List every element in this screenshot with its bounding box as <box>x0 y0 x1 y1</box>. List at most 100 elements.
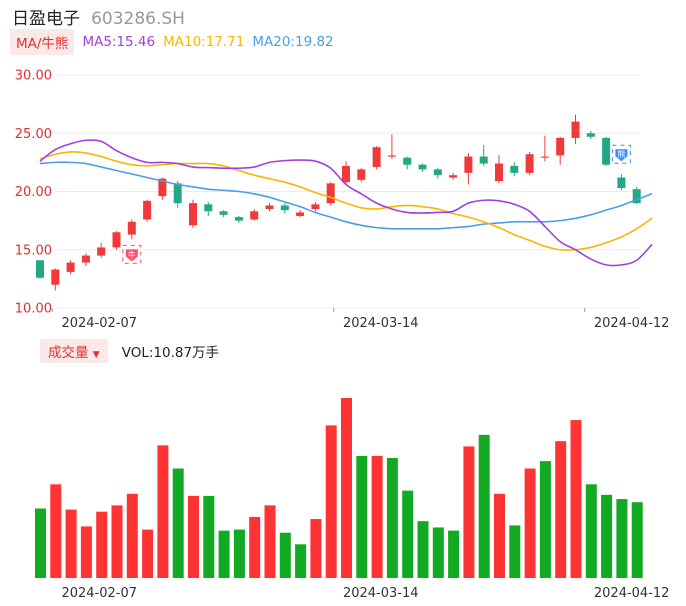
volume-type-label: 成交量 <box>48 345 89 361</box>
shield-icon <box>615 149 628 162</box>
ma20-label: MA20:19.82 <box>252 34 334 50</box>
volume-bar <box>570 420 582 578</box>
volume-bar <box>80 526 92 578</box>
candle-body <box>112 232 121 248</box>
candle-body <box>280 205 289 211</box>
candle-body <box>127 221 136 235</box>
candle-body <box>173 183 182 204</box>
marker-label: 熊 <box>617 149 625 159</box>
volume-bar <box>555 441 567 578</box>
volume-bar <box>463 446 475 578</box>
ma-legend: MA/牛熊 MA5:15.46 MA10:17.71 MA20:19.82 <box>10 29 342 55</box>
volume-bar <box>402 490 414 578</box>
volume-bar <box>310 519 322 578</box>
candle-body <box>403 157 412 165</box>
candle-body <box>204 204 213 212</box>
volume-bar <box>601 494 613 578</box>
ma5-line <box>39 139 653 267</box>
y-tick-label: 15.00 <box>15 243 52 258</box>
volume-bar <box>111 505 123 578</box>
candle-body <box>632 189 641 204</box>
candle-body <box>418 164 427 170</box>
volume-bar <box>218 530 230 578</box>
volume-x-tick-label: 2024-04-12 <box>594 586 670 601</box>
volume-legend: 成交量 ▼ VOL:10.87万手 <box>40 339 220 363</box>
shield-icon <box>125 249 138 262</box>
candle-body <box>234 217 243 221</box>
ma20-line <box>39 161 653 230</box>
x-tick-label: 2024-02-07 <box>61 316 137 331</box>
candle-body <box>464 156 473 173</box>
ma-type-selector[interactable]: MA/牛熊 <box>10 29 75 55</box>
volume-bar <box>295 544 307 578</box>
candle-body <box>342 165 350 183</box>
candle-body <box>265 205 274 209</box>
candlestick-series <box>36 114 641 291</box>
volume-bar <box>233 529 245 578</box>
candle-body <box>326 183 335 204</box>
candle-body <box>617 177 626 189</box>
candle-body <box>556 137 565 156</box>
volume-value: VOL:10.87万手 <box>121 345 220 361</box>
candle-body <box>525 154 534 173</box>
volume-bars <box>35 398 643 578</box>
candle-body <box>449 175 458 178</box>
stock-header: 日盈电子 603286.SH <box>12 4 185 29</box>
volume-bar <box>356 455 368 578</box>
volume-date-axis: 2024-02-07 2024-03-14 2024-04-12 <box>61 586 669 601</box>
candle-body <box>250 211 259 220</box>
volume-bar <box>371 455 383 578</box>
candle-body <box>97 247 106 256</box>
volume-bar <box>417 521 429 578</box>
candle-body <box>586 133 595 137</box>
volume-bar <box>386 458 398 578</box>
price-axis: 30.00 25.00 20.00 15.00 10.00 <box>15 69 52 317</box>
candle-body <box>296 212 305 216</box>
candle-body <box>510 165 519 173</box>
ma10-line <box>39 151 653 251</box>
marker-frame <box>611 144 631 164</box>
volume-bar <box>96 511 108 578</box>
volume-bar <box>279 532 291 578</box>
x-tick-label: 2024-03-14 <box>343 316 419 331</box>
volume-x-tick-label: 2024-03-14 <box>343 586 419 601</box>
volume-bar <box>50 484 62 578</box>
bull-bear-markers: 牛熊 <box>122 144 631 264</box>
volume-bar <box>539 461 551 578</box>
candle-body <box>36 260 44 278</box>
volume-bar <box>249 516 261 578</box>
volume-bar <box>432 527 444 578</box>
candle-body <box>219 211 228 215</box>
candle-body <box>143 200 152 220</box>
volume-bar <box>478 434 490 578</box>
y-tick-label: 25.00 <box>15 127 52 142</box>
volume-bar <box>585 484 597 578</box>
volume-type-selector[interactable]: 成交量 ▼ <box>40 339 108 363</box>
volume-bar <box>494 493 505 578</box>
candle-body <box>311 204 320 209</box>
stock-name: 日盈电子 <box>12 9 80 29</box>
y-tick-label: 10.00 <box>15 302 52 317</box>
marker-label: 牛 <box>128 249 136 259</box>
volume-bar <box>631 502 643 578</box>
moving-average-lines <box>39 139 653 267</box>
volume-bar <box>325 425 337 578</box>
y-tick-label: 20.00 <box>15 185 52 200</box>
candle-body <box>433 169 442 176</box>
candle-body <box>387 155 396 157</box>
candle-body <box>66 262 75 272</box>
candle-body <box>189 203 197 226</box>
volume-bar <box>341 398 352 578</box>
candle-body <box>540 156 549 158</box>
bear-marker: 熊 <box>611 144 631 164</box>
volume-bar <box>172 468 184 578</box>
volume-bar <box>188 495 199 578</box>
volume-bar <box>35 508 46 578</box>
ma10-label: MA10:17.71 <box>163 34 245 50</box>
volume-bar <box>264 505 276 578</box>
price-date-axis: 2024-02-07 2024-03-14 2024-04-12 <box>51 308 669 331</box>
candle-body <box>357 169 366 180</box>
volume-bar <box>142 529 154 578</box>
candle-body <box>479 156 488 164</box>
